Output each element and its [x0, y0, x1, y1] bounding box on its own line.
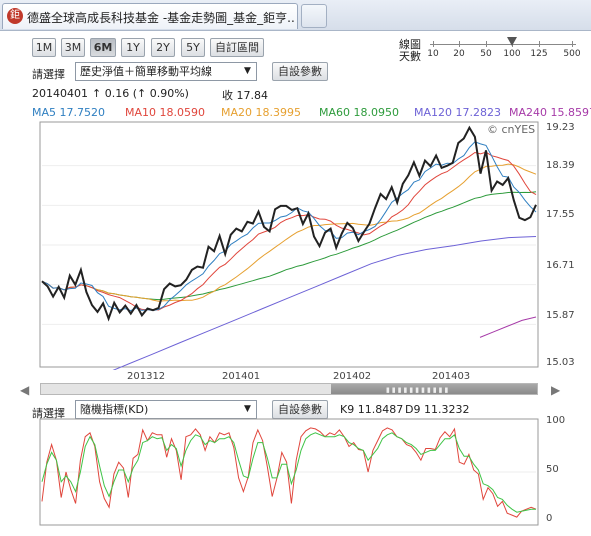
nav-line — [41, 125, 537, 322]
browser-tab-strip: 鉅 德盛全球高成長科技基金 -基金走勢圖_基金_鉅亨... — [0, 0, 591, 31]
chart-type-select[interactable]: 歷史淨值＋簡單移動平均線 ▼ — [75, 62, 257, 81]
zoom-tick — [486, 41, 487, 47]
quote-close: 收 17.84 — [222, 89, 268, 102]
price-x-tick: 201402 — [333, 371, 372, 382]
quote-date: 20140401 — [32, 87, 88, 100]
scroll-left-arrow-icon[interactable]: ◀ — [20, 383, 30, 397]
custom-params-button[interactable]: 自設參數 — [272, 62, 328, 81]
chevron-down-icon: ▼ — [244, 404, 251, 414]
d-value: D9 11.3232 — [405, 403, 470, 416]
range-button-1y[interactable]: 1Y — [121, 38, 145, 57]
range-button-2y[interactable]: 2Y — [151, 38, 175, 57]
zoom-tick-label: 500 — [563, 49, 581, 59]
k-value: K9 11.8487 — [340, 403, 404, 416]
d-line — [41, 432, 536, 513]
kd-y-tick: 50 — [546, 464, 559, 475]
kd-y-tick: 0 — [546, 513, 553, 524]
price-y-tick: 17.55 — [546, 209, 575, 220]
zoom-tick-label: 125 — [530, 49, 548, 59]
zoom-tick-label: 20 — [453, 49, 465, 59]
price-x-tick: 201403 — [432, 371, 471, 382]
range-button-6m[interactable]: 6M — [90, 38, 116, 57]
price-x-tick: 201401 — [222, 371, 261, 382]
chart-scrollbar[interactable]: ▮▮▮▮▮▮▮▮▮▮▮ — [40, 383, 538, 395]
zoom-slider-track[interactable] — [430, 44, 576, 45]
browser-tab[interactable]: 鉅 德盛全球高成長科技基金 -基金走勢圖_基金_鉅亨... — [2, 3, 298, 29]
kd-chart — [39, 418, 539, 526]
range-button-3m[interactable]: 3M — [61, 38, 85, 57]
ma5-value: MA5 17.7520 — [32, 106, 105, 119]
ma240-value: MA240 15.8597 — [509, 106, 591, 119]
indicator-select[interactable]: 隨機指標(KD) ▼ — [75, 400, 257, 419]
chart-type-value: 歷史淨值＋簡單移動平均線 — [80, 65, 212, 78]
range-button-5y[interactable]: 5Y — [181, 38, 205, 57]
zoom-tick-label: 10 — [427, 49, 439, 59]
ma10-value: MA10 18.0590 — [125, 106, 205, 119]
zoom-tick — [572, 41, 573, 47]
price-y-tick: 15.87 — [546, 310, 575, 321]
ma120-line — [112, 236, 537, 370]
ma240-line — [479, 316, 537, 338]
new-tab-button[interactable] — [301, 4, 327, 28]
price-x-tick: 201312 — [127, 371, 166, 382]
range-button-1m[interactable]: 1M — [32, 38, 56, 57]
zoom-label: 線圖天數 — [399, 38, 421, 63]
zoom-tick — [433, 41, 434, 47]
select-label: 請選擇 — [32, 68, 65, 81]
quote-change: ↑ 0.16 (↑ 0.90%) — [92, 87, 189, 100]
price-chart — [39, 121, 539, 370]
zoom-tick-label: 50 — [480, 49, 492, 59]
kd-custom-params-button[interactable]: 自設參數 — [272, 400, 328, 419]
tab-title: 德盛全球高成長科技基金 -基金走勢圖_基金_鉅亨... — [27, 11, 295, 25]
kd-select-label: 請選擇 — [32, 407, 65, 420]
ma20-value: MA20 18.3995 — [221, 106, 301, 119]
price-y-tick: 16.71 — [546, 260, 575, 271]
price-y-tick: 18.39 — [546, 160, 575, 171]
zoom-tick — [459, 41, 460, 47]
scrollbar-thumb[interactable]: ▮▮▮▮▮▮▮▮▮▮▮ — [331, 384, 537, 394]
custom-range-button[interactable]: 自訂區間 — [210, 38, 264, 57]
kd-y-tick: 100 — [546, 415, 566, 426]
ma120-value: MA120 17.2823 — [414, 106, 501, 119]
scroll-right-arrow-icon[interactable]: ▶ — [551, 383, 561, 397]
site-favicon-icon: 鉅 — [7, 8, 23, 24]
zoom-tick-label: 100 — [503, 49, 521, 59]
ma20-line — [41, 163, 537, 302]
ma60-value: MA60 18.0950 — [319, 106, 399, 119]
price-y-tick: 15.03 — [546, 357, 575, 368]
ma10-line — [41, 151, 537, 311]
zoom-tick — [539, 41, 540, 47]
watermark: © cnYES — [487, 123, 536, 136]
zoom-slider-thumb[interactable] — [507, 37, 517, 46]
chevron-down-icon: ▼ — [244, 66, 251, 76]
grip-icon: ▮▮▮▮▮▮▮▮▮▮▮ — [386, 386, 451, 394]
price-y-tick: 19.23 — [546, 122, 575, 133]
indicator-value: 隨機指標(KD) — [80, 403, 149, 416]
